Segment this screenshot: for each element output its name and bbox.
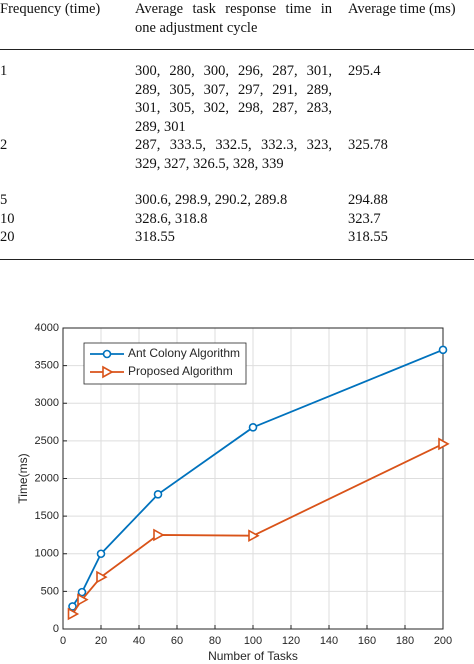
x-tick-label: 160 [358, 635, 376, 647]
table-cell: 323.7 [348, 210, 381, 227]
data-point [67, 607, 80, 621]
x-tick-label: 120 [282, 635, 300, 647]
y-tick-label: 500 [41, 585, 59, 597]
table-row: 1 300, 280, 300, 296, 287, 301, 289, 305,… [0, 50, 474, 137]
data-point [68, 602, 77, 611]
legend-box [83, 342, 247, 385]
y-tick-label: 3500 [35, 360, 59, 372]
data-point [248, 423, 258, 432]
x-tick-label: 100 [244, 635, 262, 647]
table-cell: 287, 333.5, 332.5, 332.3, 323, 329, 327,… [135, 137, 332, 172]
data-point [77, 587, 87, 597]
y-tick-label: 1000 [35, 548, 59, 560]
legend-label: Ant Colony Algorithm [128, 346, 240, 360]
y-tick-label: 2000 [35, 472, 59, 484]
table-cell: 318.55 [348, 228, 474, 260]
data-point [96, 570, 108, 584]
data-point [248, 529, 260, 543]
table-body: 1 300, 280, 300, 296, 287, 301, 289, 305,… [0, 50, 474, 260]
y-tick-label: 0 [53, 623, 59, 635]
table-row: 2 287, 333.5, 332.5, 332.3, 323, 329, 327… [0, 136, 474, 173]
table-cell: 20 [0, 228, 135, 260]
x-tick-label: 0 [60, 635, 66, 647]
y-tick-label: 4000 [35, 322, 59, 334]
legend-label: Proposed Algorithm [128, 364, 233, 378]
table-row: 10 328.6, 318.8 323.7 [0, 210, 474, 229]
table-row: 5 300.6, 298.9, 290.2, 289.8 294.88 [0, 173, 474, 210]
x-axis-label: Number of Tasks [208, 649, 298, 663]
table-cell: 325.78 [348, 137, 388, 153]
y-axis-label: Time(ms) [16, 453, 30, 503]
table-cell: 2 [0, 137, 8, 153]
data-point [438, 345, 448, 355]
data-point [77, 593, 89, 607]
table-cell: 5 [0, 192, 8, 208]
legend-marker [102, 349, 112, 359]
table-cell: 1 [0, 63, 8, 79]
header-cell: Average task response time in one adjust… [135, 0, 348, 50]
y-tick-label: 3000 [35, 397, 59, 409]
x-tick-label: 60 [171, 635, 183, 647]
x-tick-label: 20 [95, 635, 107, 647]
table-cell: 300, 280, 300, 296, 287, 301, 289, 305, … [135, 63, 332, 135]
data-point [438, 437, 450, 451]
data-table: Frequency (time) Average task response ti… [0, 0, 474, 260]
plot-frame [62, 327, 444, 630]
table-cell: 300.6, 298.9, 290.2, 289.8 [135, 192, 288, 208]
data-point [153, 490, 163, 499]
header-cell: Frequency (time) [0, 0, 135, 50]
table-row: 20 318.55 318.55 [0, 228, 474, 260]
x-tick-label: 200 [434, 635, 452, 647]
x-tick-label: 140 [320, 635, 338, 647]
y-tick-label: 2500 [35, 435, 59, 447]
legend-marker [102, 365, 114, 379]
header-row: Frequency (time) Average task response ti… [0, 0, 474, 50]
x-tick-label: 80 [209, 635, 221, 647]
table-cell: 295.4 [348, 63, 381, 79]
x-tick-label: 180 [396, 635, 414, 647]
data-point [96, 549, 106, 559]
y-tick-label: 1500 [35, 510, 59, 522]
x-tick-label: 40 [133, 635, 145, 647]
table-cell: 318.55 [135, 228, 348, 260]
data-point [153, 528, 165, 542]
table-cell: 10 [0, 210, 15, 227]
table-container: Frequency (time) Average task response ti… [0, 0, 474, 260]
table-cell: 328.6, 318.8 [135, 210, 208, 227]
table-cell: 294.88 [348, 192, 388, 208]
header-cell: Average time (ms) [348, 0, 474, 50]
